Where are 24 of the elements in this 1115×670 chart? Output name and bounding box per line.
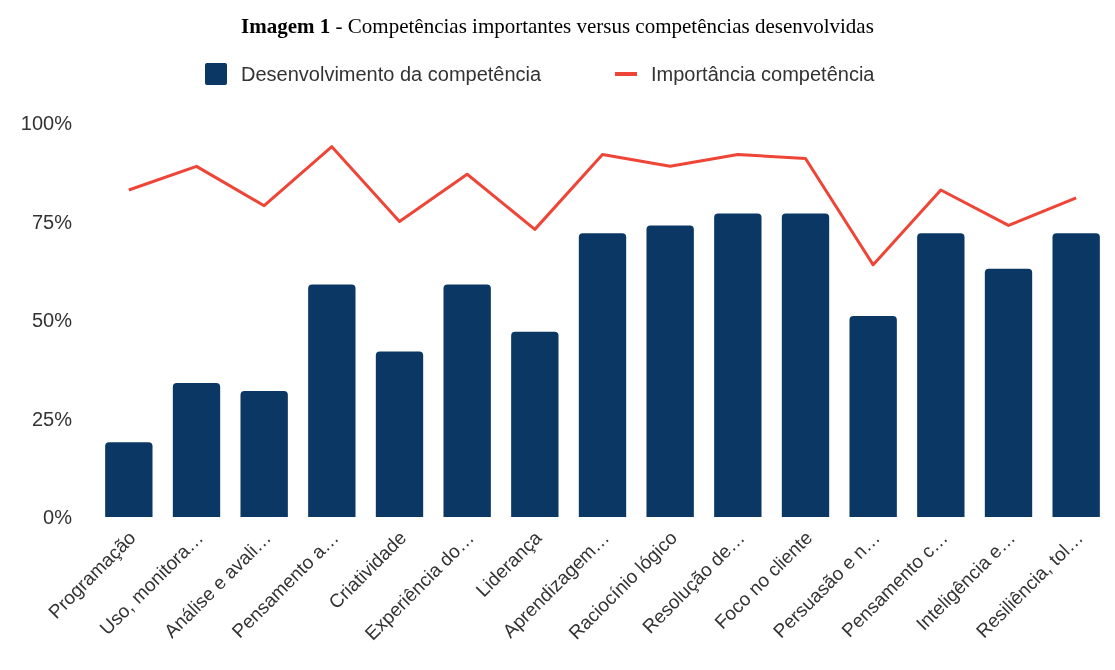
bar: [849, 316, 897, 517]
y-tick-label: 25%: [31, 407, 73, 430]
y-tick-label: 0%: [43, 506, 73, 528]
chart-title: Imagem 1 - Competências importantes versus competências desenvolvidas: [241, 14, 874, 38]
bar: [308, 284, 356, 517]
y-tick-label: 50%: [31, 309, 73, 331]
line-series: [127, 145, 1078, 267]
bar: [443, 284, 491, 517]
bar: [511, 331, 559, 517]
bar: [714, 213, 762, 517]
bar: [646, 225, 694, 517]
legend-label: Importância competência: [651, 63, 876, 85]
y-tick-label: 100%: [20, 112, 73, 134]
bar: [578, 233, 627, 517]
bar: [172, 383, 221, 517]
y-tick-label: 75%: [31, 210, 73, 233]
bar: [240, 390, 288, 517]
bar: [781, 213, 830, 517]
bar: [1052, 233, 1100, 517]
bar: [105, 442, 153, 517]
bar: [375, 351, 424, 517]
bar: [984, 268, 1033, 517]
legend-label: Desenvolvimento da competência: [241, 63, 543, 85]
bar: [917, 233, 965, 517]
